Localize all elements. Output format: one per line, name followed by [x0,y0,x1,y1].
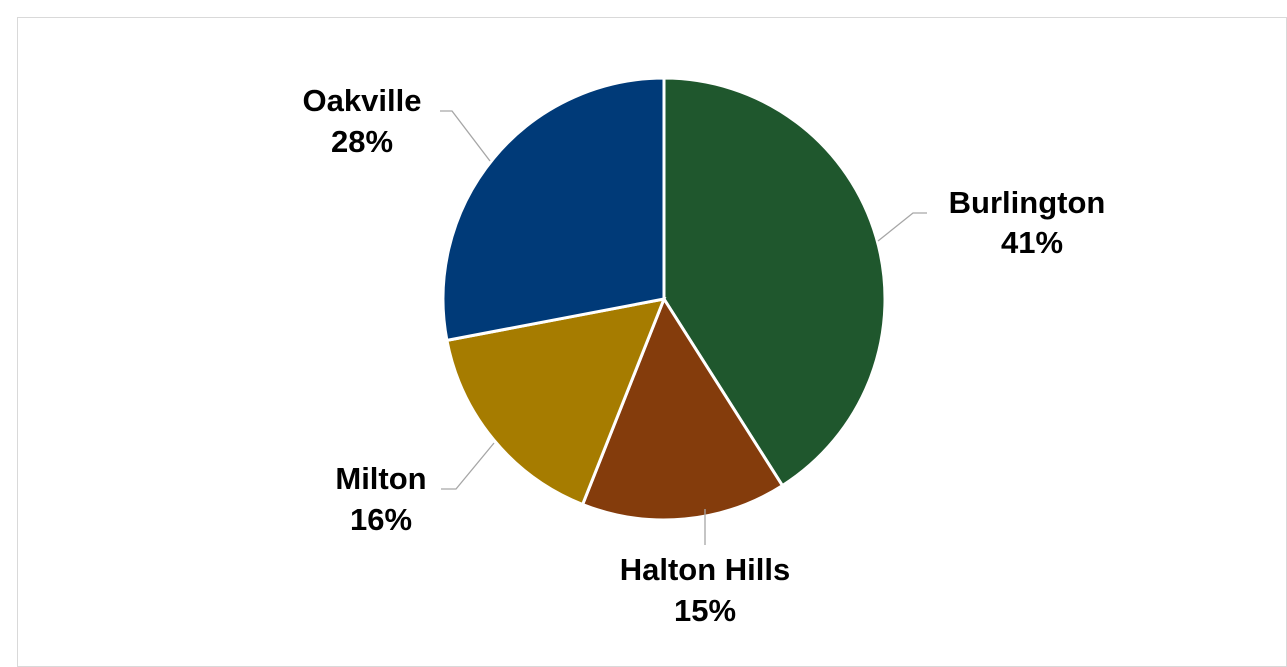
label-burlington-value: 41% [1001,225,1063,260]
leader-burlington [877,212,927,242]
label-burlington-name: Burlington [949,185,1106,220]
slice-labels: Oakville 28% Burlington 41% Milton 16% H… [303,83,1106,628]
pie-slice-oakville [441,76,666,343]
leader-lines [440,110,927,545]
label-halton-hills-name: Halton Hills [620,552,791,587]
pie-slice-halton-hills [580,295,785,522]
pie-slice-milton [445,297,667,507]
label-milton-name: Milton [335,461,426,496]
label-oakville-value: 28% [331,124,393,159]
pie-slices [441,76,887,522]
leader-milton [441,442,495,490]
label-oakville-name: Oakville [303,83,422,118]
label-milton-value: 16% [350,502,412,537]
label-halton-hills-value: 15% [674,593,736,628]
leader-oakville [440,110,491,162]
